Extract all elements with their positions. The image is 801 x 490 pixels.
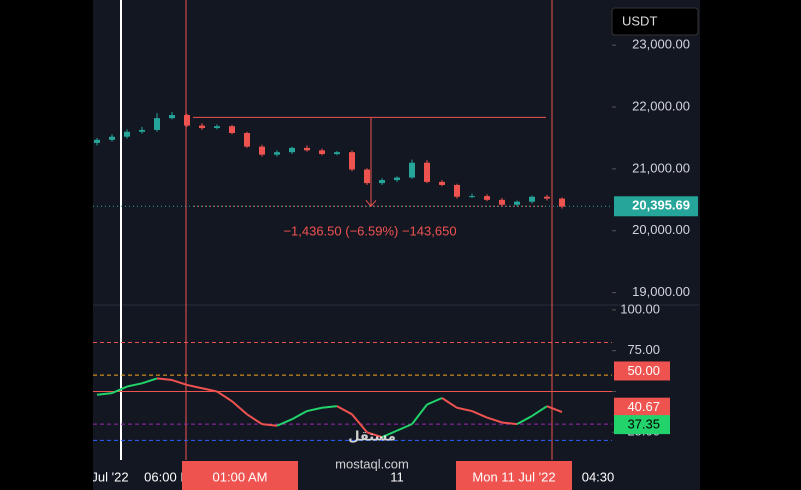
candle-body	[559, 198, 565, 207]
rsi-segment	[426, 397, 443, 406]
rsi-segment	[261, 423, 278, 427]
rsi-segment	[141, 377, 158, 385]
candle-body	[94, 139, 100, 143]
y-tick-label: 22,000.00	[632, 98, 690, 113]
candle-body	[304, 147, 310, 151]
candle-body	[454, 184, 460, 197]
rsi-segment	[336, 405, 353, 416]
last-price-box	[614, 196, 698, 217]
candle-body	[319, 150, 325, 155]
rsi-segment	[456, 406, 473, 413]
rsi-segment	[291, 410, 308, 421]
time-label: Mon 11 Jul '22	[472, 469, 555, 484]
rsi-segment	[531, 405, 548, 417]
candle-body	[499, 199, 505, 205]
rsi-segment	[396, 423, 413, 432]
rsi-segment	[546, 405, 563, 414]
candle-body	[379, 180, 385, 184]
rsi-segment	[186, 383, 203, 390]
time-label: 04:30	[582, 469, 615, 484]
right-mask	[700, 0, 801, 490]
rsi-segment	[246, 413, 263, 425]
rsi-ma-label: 40.67	[627, 399, 660, 414]
currency-box[interactable]	[611, 7, 699, 36]
rsi-segment	[411, 403, 428, 425]
candle-body	[229, 126, 235, 134]
rsi-level-box	[614, 361, 670, 381]
rsi-last-label: 37.35	[627, 417, 660, 432]
candle-body	[259, 146, 265, 155]
candle-body	[139, 129, 145, 132]
rsi-segment	[351, 413, 368, 433]
time-label: 11	[390, 469, 404, 484]
rsi-segment	[516, 415, 533, 425]
rsi-tick-label: 75.00	[627, 342, 660, 357]
rsi-segment	[276, 418, 293, 427]
rsi-segment	[501, 421, 518, 426]
left-mask	[0, 0, 93, 490]
measure-arrowhead	[365, 199, 377, 208]
candle-body	[214, 126, 220, 129]
watermark: mostaql.com	[335, 456, 409, 471]
candle-body	[289, 147, 295, 153]
time-highlight	[182, 461, 298, 490]
watermark: مستقل	[348, 430, 396, 445]
time-label: 01:00 AM	[213, 469, 268, 484]
y-tick-label: 23,000.00	[632, 37, 690, 52]
candle-body	[124, 131, 130, 137]
candle-body	[544, 196, 550, 199]
rsi-last-box	[614, 415, 670, 435]
candle-body	[469, 196, 475, 198]
rsi-segment	[306, 406, 323, 413]
rsi-segment	[471, 410, 488, 419]
rsi-segment	[111, 385, 128, 395]
candle-body	[109, 136, 115, 140]
rsi-segment	[441, 397, 458, 409]
rsi-segment	[171, 379, 188, 386]
time-highlight	[456, 461, 572, 490]
candle-body	[409, 162, 415, 178]
rsi-segment	[126, 382, 143, 388]
rsi-segment	[156, 377, 173, 382]
time-label: Jul '22	[91, 469, 128, 484]
rsi-segment	[216, 390, 233, 403]
measure-label: −1,436.50 (−6.59%) −143,650	[283, 224, 456, 239]
candle-body	[364, 169, 370, 184]
rsi-segment	[321, 405, 338, 409]
rsi-ma-box	[614, 397, 670, 417]
candle-body	[514, 201, 520, 205]
y-tick-label: 19,000.00	[632, 284, 690, 299]
candle-body	[154, 118, 160, 130]
candle-body	[529, 196, 535, 202]
candle-body	[169, 115, 175, 119]
chart-background	[93, 0, 700, 490]
rsi-tick-label: 100.00	[620, 301, 660, 316]
rsi-segment	[366, 431, 383, 439]
rsi-segment	[96, 392, 113, 396]
rsi-segment	[486, 416, 503, 424]
candle-body	[199, 125, 205, 129]
candle-body	[184, 115, 190, 126]
candle-body	[334, 152, 340, 155]
rsi-tick-label: 50.00	[627, 363, 660, 378]
y-tick-label: 20,000.00	[632, 222, 690, 237]
candle-body	[424, 162, 430, 182]
rsi-segment	[231, 400, 248, 416]
candle-body	[274, 152, 280, 155]
rsi-segment	[381, 429, 398, 439]
y-tick-label: 21,000.00	[632, 160, 690, 175]
candle-body	[244, 133, 250, 147]
currency: USDT	[622, 13, 657, 28]
candle-body	[484, 196, 490, 200]
candle-body	[439, 181, 445, 185]
candle-body	[394, 177, 400, 181]
rsi-segment	[201, 387, 218, 393]
candle-body	[349, 152, 355, 170]
last-price-label: 20,395.69	[632, 198, 690, 213]
